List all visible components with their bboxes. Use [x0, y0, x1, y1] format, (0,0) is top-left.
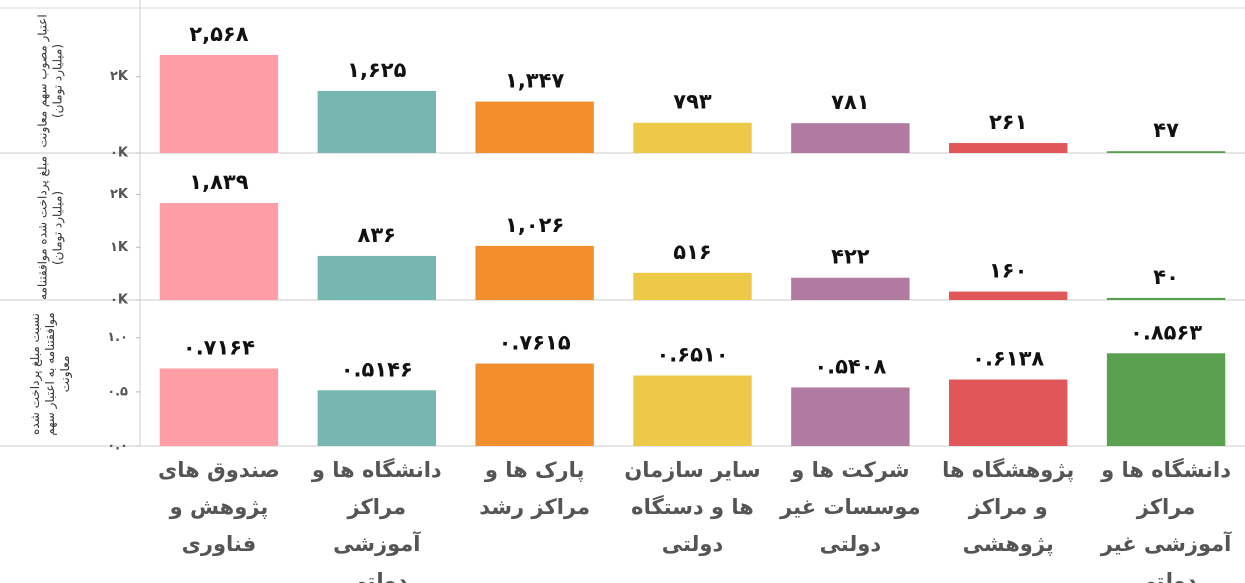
- data-label: ۱,۶۲۵: [347, 58, 406, 82]
- bar: [475, 363, 594, 446]
- data-label: ۰.۸۵۶۳: [1130, 320, 1202, 344]
- x-tick-label: دانشگاه ها و مراکز آموزشی دولتی: [311, 458, 442, 583]
- bar: [317, 255, 436, 300]
- data-label: ۵۱۶: [673, 240, 711, 264]
- bar: [791, 277, 910, 300]
- y-tick-label: ۰K: [110, 146, 129, 161]
- y-axis-title: مبلغ پرداخت شده موافقتنامه (میلیارد توما…: [35, 155, 64, 300]
- data-label: ۸۳۶: [358, 223, 396, 247]
- x-tick-label: پژوهشگاه ها و مراکز پژوهشی: [942, 458, 1075, 556]
- bar: [317, 390, 436, 446]
- bar: [159, 368, 279, 446]
- bar: [1106, 151, 1226, 153]
- bar: [949, 379, 1068, 446]
- bar: [159, 55, 279, 153]
- x-tick-label: دانشگاه ها و مراکز آموزشی غیر دولتی: [1100, 458, 1232, 583]
- data-label: ۱,۰۲۶: [505, 213, 564, 237]
- y-tick-label: ۰.۵: [107, 384, 128, 399]
- bar: [633, 375, 752, 446]
- y-tick-label: ۱.۰: [107, 330, 128, 345]
- y-tick-label: ۲K: [110, 69, 129, 84]
- y-axis-title: اعتبار مصوب سهم معاونت (میلیارد تومان): [35, 13, 64, 148]
- bar: [1106, 297, 1226, 300]
- y-tick-label: ۰.۰: [107, 439, 128, 454]
- x-tick-label: صندوق های پژوهش و فناوری: [158, 458, 280, 556]
- data-label: ۲۶۱: [989, 110, 1027, 134]
- x-tick-label: شرکت ها و موسسات غیر دولتی: [780, 458, 921, 556]
- data-label: ۰.۶۱۳۸: [972, 347, 1044, 371]
- data-label: ۲,۵۶۸: [189, 22, 248, 46]
- bar: [159, 203, 279, 300]
- x-tick-label: پارک ها و مراکز رشد: [479, 458, 590, 519]
- data-label: ۴۷: [1153, 118, 1179, 142]
- y-axis-title: نسبت مبلغ پرداخت شده موافقتنامه به اعتبا…: [27, 312, 72, 436]
- bar: [475, 245, 594, 300]
- y-tick-label: ۱K: [110, 240, 129, 255]
- data-label: ۰.۵۱۴۶: [341, 357, 413, 381]
- bar: [1106, 353, 1226, 446]
- data-label: ۴۲۲: [831, 245, 870, 269]
- bar: [791, 123, 910, 153]
- bar: [949, 291, 1068, 300]
- x-tick-label: سایر سازمان ها و دستگاه دولتی: [624, 458, 761, 556]
- data-label: ۴۰: [1153, 265, 1179, 289]
- data-label: ۰.۷۱۶۴: [183, 335, 255, 359]
- data-label: ۷۸۱: [831, 90, 869, 114]
- bar: [633, 272, 752, 300]
- data-label: ۰.۶۵۱۰: [656, 343, 728, 367]
- data-label: ۱,۳۴۷: [505, 69, 564, 93]
- y-tick-label: ۰K: [110, 293, 129, 308]
- bar: [633, 122, 752, 153]
- bar: [475, 101, 594, 153]
- data-label: ۰.۷۶۱۵: [499, 331, 571, 355]
- data-label: ۱۶۰: [989, 259, 1027, 283]
- bar: [317, 90, 436, 153]
- data-label: ۱,۸۳۹: [189, 170, 248, 194]
- data-label: ۰.۵۴۰۸: [814, 354, 886, 378]
- data-label: ۷۹۳: [673, 90, 712, 114]
- y-tick-label: ۲K: [110, 187, 129, 202]
- bar: [949, 143, 1068, 153]
- bar: [791, 387, 910, 446]
